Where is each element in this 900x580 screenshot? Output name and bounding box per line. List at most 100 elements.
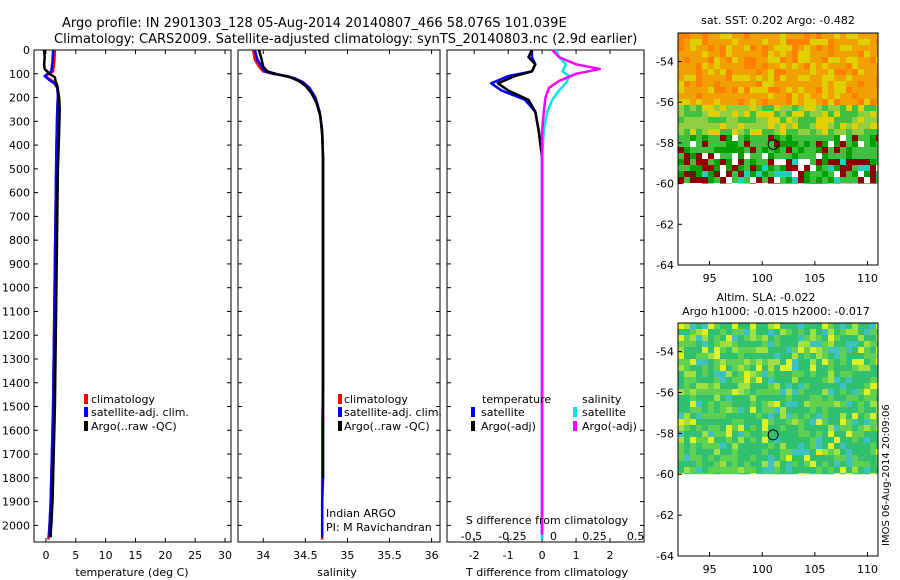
- heatmap-cell: [810, 159, 816, 165]
- heatmap-cell: [786, 69, 792, 75]
- heatmap-cell: [834, 147, 840, 153]
- heatmap-cell: [774, 81, 780, 87]
- series-line: [496, 49, 544, 535]
- heatmap-cell: [744, 437, 750, 443]
- heatmap-cell: [708, 159, 714, 165]
- heatmap-cell: [780, 33, 786, 39]
- heatmap-cell: [864, 383, 870, 389]
- heatmap-cell: [804, 33, 810, 39]
- heatmap-cell: [732, 39, 738, 45]
- heatmap-cell: [774, 123, 780, 129]
- heatmap-cell: [864, 365, 870, 371]
- heatmap-cell: [702, 177, 708, 183]
- heatmap-cell: [828, 159, 834, 165]
- heatmap-cell: [726, 45, 732, 51]
- map-x-tick-label: 100: [752, 272, 773, 285]
- heatmap-cell: [684, 123, 690, 129]
- heatmap-cell: [762, 455, 768, 461]
- heatmap-cell: [720, 359, 726, 365]
- heatmap-cell: [702, 183, 708, 184]
- heatmap-cell: [750, 141, 756, 147]
- heatmap-cell: [684, 177, 690, 183]
- heatmap-cell: [792, 135, 798, 141]
- heatmap-cell: [846, 347, 852, 353]
- difference-legend: temperature satellite Argo(-adj) salinit…: [471, 393, 637, 433]
- heatmap-cell: [786, 413, 792, 419]
- heatmap-cell: [846, 359, 852, 365]
- heatmap-cell: [690, 123, 696, 129]
- heatmap-cell: [840, 413, 846, 419]
- heatmap-cell: [786, 467, 792, 473]
- heatmap-cell: [708, 467, 714, 473]
- heatmap-cell: [720, 335, 726, 341]
- heatmap-cell: [786, 461, 792, 467]
- heatmap-cell: [780, 171, 786, 177]
- heatmap-cell: [738, 159, 744, 165]
- heatmap-cell: [852, 431, 858, 437]
- heatmap-cell: [678, 359, 684, 365]
- x-tick-label: 0: [42, 549, 49, 562]
- heatmap-cell: [840, 455, 846, 461]
- heatmap-cell: [678, 467, 684, 473]
- heatmap-cell: [834, 81, 840, 87]
- heatmap-cell: [774, 93, 780, 99]
- heatmap-cell: [846, 455, 852, 461]
- heatmap-cell: [696, 329, 702, 335]
- heatmap-cell: [684, 63, 690, 69]
- heatmap-cell: [684, 359, 690, 365]
- heatmap-cell: [864, 353, 870, 359]
- map-y-tick-label: -64: [656, 550, 674, 563]
- heatmap-cell: [852, 81, 858, 87]
- heatmap-cell: [864, 171, 870, 177]
- heatmap-cell: [732, 135, 738, 141]
- heatmap-cell: [804, 135, 810, 141]
- heatmap-cell: [744, 377, 750, 383]
- heatmap-cell: [792, 383, 798, 389]
- heatmap-cell: [690, 45, 696, 51]
- heatmap-cell: [774, 57, 780, 63]
- heatmap-cell: [834, 33, 840, 39]
- heatmap-cell: [732, 437, 738, 443]
- heatmap-cell: [792, 147, 798, 153]
- heatmap-cell: [870, 335, 876, 341]
- heatmap-cell: [786, 359, 792, 365]
- heatmap-cell: [750, 153, 756, 159]
- heatmap-cell: [702, 111, 708, 117]
- heatmap-cell: [726, 431, 732, 437]
- heatmap-cell: [720, 365, 726, 371]
- heatmap-cell: [678, 419, 684, 425]
- heatmap-cell: [810, 365, 816, 371]
- heatmap-cell: [840, 183, 846, 184]
- heatmap-cell: [762, 183, 768, 184]
- heatmap-cell: [726, 51, 732, 57]
- heatmap-cell: [876, 39, 878, 45]
- heatmap-cell: [846, 87, 852, 93]
- heatmap-cell: [846, 401, 852, 407]
- heatmap-cell: [810, 153, 816, 159]
- heatmap-cell: [798, 33, 804, 39]
- heatmap-cell: [732, 147, 738, 153]
- heatmap-cell: [864, 51, 870, 57]
- heatmap-cell: [726, 467, 732, 473]
- heatmap-cell: [744, 57, 750, 63]
- heatmap-cell: [792, 39, 798, 45]
- heatmap-cell: [810, 473, 816, 475]
- heatmap-cell: [792, 129, 798, 135]
- heatmap-cell: [858, 33, 864, 39]
- heatmap-cell: [696, 129, 702, 135]
- heatmap-cell: [678, 153, 684, 159]
- heatmap-cell: [720, 449, 726, 455]
- heatmap-cell: [798, 407, 804, 413]
- heatmap-cell: [732, 63, 738, 69]
- heatmap-cell: [822, 117, 828, 123]
- salinity-x-tick-label: 0: [550, 530, 557, 543]
- heatmap-cell: [816, 171, 822, 177]
- heatmap-cell: [822, 359, 828, 365]
- heatmap-cell: [714, 63, 720, 69]
- heatmap-cell: [690, 63, 696, 69]
- heatmap-cell: [762, 341, 768, 347]
- heatmap-cell: [732, 347, 738, 353]
- heatmap-cell: [852, 99, 858, 105]
- heatmap-cell: [864, 165, 870, 171]
- heatmap-cell: [840, 141, 846, 147]
